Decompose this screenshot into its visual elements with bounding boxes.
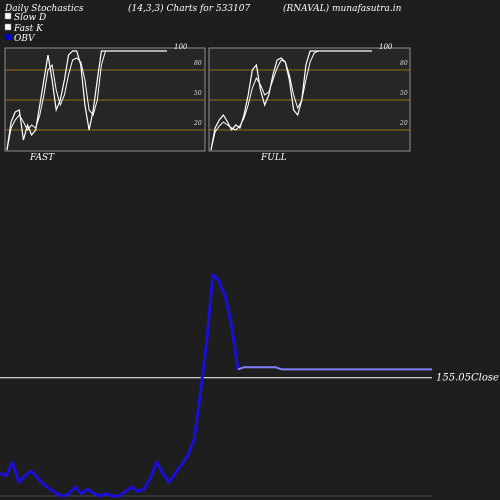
obv-panel: 155.05Close xyxy=(0,273,499,498)
full-panel-label: FULL xyxy=(260,153,287,163)
header-right: (RNAVAL) munafasutra.in xyxy=(283,3,402,14)
full-series-fast-k xyxy=(210,50,372,151)
fast-tick-80: 80 xyxy=(194,60,202,67)
legend-swatch-obv xyxy=(5,34,11,40)
fast-top-label: 100 xyxy=(174,43,188,51)
fast-panel: 100 80 50 20 FAST xyxy=(4,43,206,163)
obv-series-line xyxy=(0,273,240,498)
full-tick-20: 20 xyxy=(399,120,408,127)
fast-tick-50: 50 xyxy=(194,90,202,97)
close-price-label: 155.05Close xyxy=(436,373,499,384)
obv-recent-segment xyxy=(237,366,432,371)
legend-swatch-fast-k xyxy=(4,23,12,31)
fast-panel-label: FAST xyxy=(29,153,55,163)
header-middle: (14,3,3) Charts for 533107 xyxy=(128,3,250,14)
fast-panel-frame xyxy=(4,47,206,152)
legend-label-fast-k: Fast K xyxy=(13,24,44,34)
full-top-label: 100 xyxy=(379,43,393,51)
header-left: Daily Stochastics xyxy=(4,4,84,14)
legend-label-slow-d: Slow D xyxy=(14,13,46,23)
full-tick-50: 50 xyxy=(400,90,408,97)
fast-tick-20: 20 xyxy=(193,120,202,127)
fast-series-fast-k xyxy=(6,50,167,151)
legend-swatch-slow-d xyxy=(4,12,12,20)
legend-label-obv: OBV xyxy=(14,34,36,44)
full-tick-80: 80 xyxy=(400,60,408,67)
full-panel: 100 80 50 20 FULL xyxy=(208,43,411,163)
